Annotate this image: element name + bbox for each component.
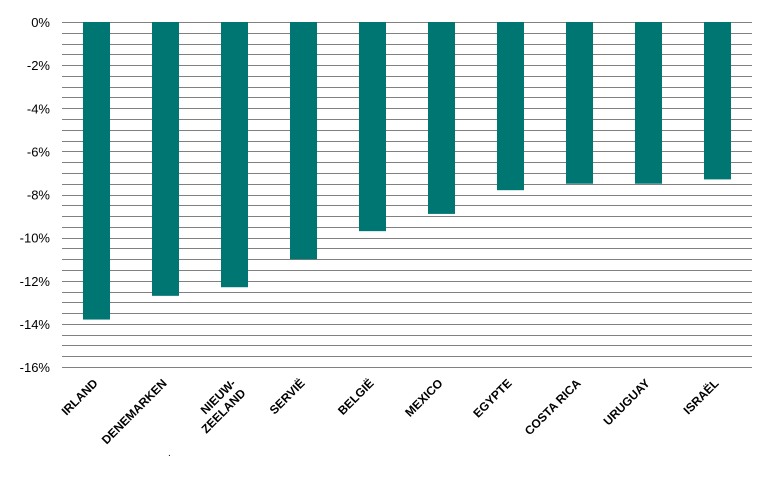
bar (704, 22, 731, 180)
x-category-label: URUGUAY (601, 376, 653, 428)
bar (290, 22, 317, 260)
bar (497, 22, 524, 191)
x-category-label: COSTA RICA (522, 376, 584, 438)
x-category-label-line: ISRAËL (680, 376, 722, 418)
x-category-label: SERVIË (266, 376, 308, 418)
y-tick-label: -2% (27, 58, 51, 73)
y-tick-label: -8% (27, 188, 51, 203)
x-category-label-line: COSTA RICA (522, 376, 584, 438)
y-tick-label: -16% (20, 360, 51, 375)
bar (83, 22, 110, 320)
bar (428, 22, 455, 214)
x-category-label: DENEMARKEN (99, 376, 170, 447)
y-tick-label: -14% (20, 317, 51, 332)
bars (83, 22, 731, 320)
x-category-label-line: DENEMARKEN (99, 376, 170, 447)
bar (566, 22, 593, 184)
y-tick-label: -12% (20, 274, 51, 289)
y-tick-label: -6% (27, 144, 51, 159)
stray-dot: . (168, 448, 171, 459)
x-category-label: EGYPTE (470, 376, 514, 420)
x-category-label: BELGIË (334, 376, 376, 418)
x-category-label: ISRAËL (680, 376, 722, 418)
y-tick-label: 0% (31, 15, 50, 30)
x-category-label: MEXICO (402, 376, 445, 419)
x-category-label-line: EGYPTE (470, 376, 514, 420)
x-category-label-line: IRLAND (59, 376, 101, 418)
y-tick-label: -10% (20, 231, 51, 246)
y-axis-tick-labels: 0% -2% -4% -6% -8% -10% -12% -14% -16% (20, 15, 51, 375)
bar (359, 22, 386, 232)
bar (221, 22, 248, 288)
x-category-label-line: MEXICO (402, 376, 445, 419)
x-category-label: IRLAND (59, 376, 101, 418)
y-tick-label: -4% (27, 101, 51, 116)
bar (635, 22, 662, 184)
x-category-label: NIEUW-ZEELAND (189, 376, 249, 436)
bar (152, 22, 179, 296)
x-category-label-line: SERVIË (266, 376, 308, 418)
x-category-label-line: BELGIË (334, 376, 376, 418)
x-category-label-line: URUGUAY (601, 376, 653, 428)
